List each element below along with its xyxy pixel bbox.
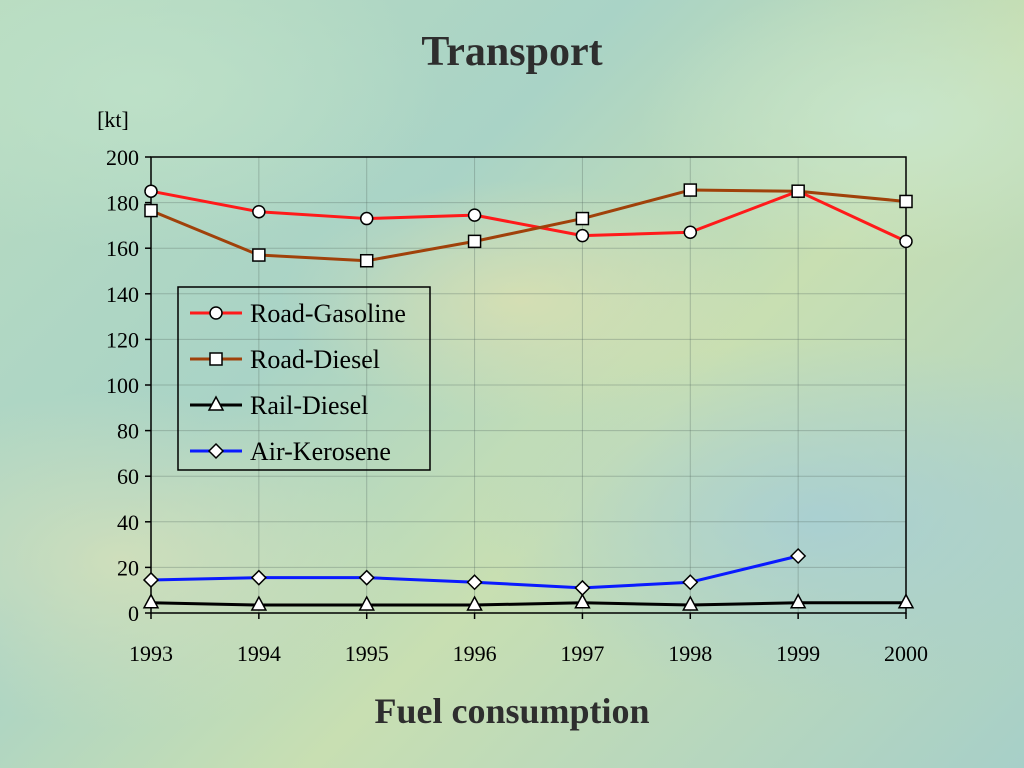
data-point-rail-diesel <box>142 593 160 609</box>
data-point-rail-diesel <box>789 593 807 609</box>
legend-marker-road-diesel <box>209 352 223 366</box>
data-point-air-kerosene <box>466 574 483 591</box>
data-point-road-gasoline <box>359 211 374 226</box>
data-point-road-gasoline <box>252 204 266 219</box>
y-tick-label: 80 <box>117 419 139 444</box>
series-line-road-gasoline <box>150 189 907 243</box>
data-point-air-kerosene <box>142 571 160 589</box>
y-axis-unit-label: [kt] <box>97 107 129 132</box>
data-point-air-kerosene <box>250 569 267 586</box>
data-point-road-gasoline <box>683 225 698 239</box>
x-tick-label: 1997 <box>560 641 604 666</box>
y-tick-label: 160 <box>106 236 139 261</box>
x-axis: 1993 1994 1995 1996 1997 1998 1999 2000 <box>129 613 928 666</box>
legend-box <box>177 286 431 471</box>
data-point-road-diesel <box>144 203 158 218</box>
data-point-rail-diesel <box>897 593 915 609</box>
series-rail-diesel <box>142 593 915 611</box>
data-point-air-kerosene <box>358 569 375 586</box>
data-point-road-gasoline <box>467 208 482 222</box>
data-point-road-diesel <box>359 253 374 268</box>
data-point-road-diesel <box>467 234 482 249</box>
legend-marker-road-gasoline <box>209 306 223 320</box>
data-point-road-diesel <box>252 248 266 262</box>
data-point-air-kerosene <box>574 579 591 596</box>
legend-label-air-kerosene: Air-Kerosene <box>250 437 391 466</box>
legend-marker-rail-diesel <box>207 395 225 411</box>
data-point-rail-diesel <box>682 595 699 611</box>
series-line-road-diesel <box>150 188 907 263</box>
y-axis: 0 20 40 60 80 100 120 140 160 180 200 <box>106 145 151 626</box>
series-line-rail-diesel <box>150 601 906 607</box>
data-point-road-diesel <box>791 184 805 198</box>
data-point-rail-diesel <box>358 595 375 611</box>
data-point-road-diesel <box>683 183 698 197</box>
legend-label-road-diesel: Road-Diesel <box>250 345 380 374</box>
y-tick-label: 100 <box>106 373 139 398</box>
y-tick-label: 40 <box>117 510 139 535</box>
legend: Road-Gasoline Road-Diesel Rail-Diesel Air-K… <box>177 286 431 471</box>
y-tick-label: 200 <box>106 145 139 170</box>
chart-subtitle: Fuel consumption <box>374 691 650 731</box>
data-point-road-gasoline <box>575 228 590 243</box>
y-tick-label: 20 <box>117 555 139 580</box>
data-point-road-gasoline <box>144 184 158 198</box>
y-tick-label: 60 <box>117 464 139 489</box>
y-tick-label: 0 <box>128 601 139 626</box>
data-point-rail-diesel <box>250 595 268 611</box>
data-point-road-diesel <box>899 194 913 209</box>
y-tick-label: 180 <box>106 191 139 216</box>
data-point-road-gasoline <box>899 234 913 249</box>
legend-label-rail-diesel: Rail-Diesel <box>250 391 368 420</box>
x-tick-label: 1998 <box>668 641 712 666</box>
y-tick-label: 140 <box>106 282 139 307</box>
data-point-air-kerosene <box>790 547 807 565</box>
data-point-air-kerosene <box>682 574 699 591</box>
x-tick-label: 1995 <box>345 641 389 666</box>
legend-label-road-gasoline: Road-Gasoline <box>250 299 406 328</box>
series-air-kerosene <box>142 547 807 596</box>
series-road-diesel <box>144 183 913 268</box>
x-tick-label: 2000 <box>884 641 928 666</box>
x-tick-label: 1993 <box>129 641 173 666</box>
x-tick-label: 1996 <box>453 641 497 666</box>
data-point-rail-diesel <box>466 595 483 611</box>
x-tick-label: 1994 <box>237 641 281 666</box>
data-point-road-diesel <box>575 211 590 226</box>
legend-marker-air-kerosene <box>207 442 225 460</box>
y-tick-label: 120 <box>106 327 139 352</box>
series-group <box>142 183 915 611</box>
x-tick-label: 1999 <box>776 641 820 666</box>
chart-title: Transport <box>421 29 603 75</box>
data-point-rail-diesel <box>574 593 591 609</box>
